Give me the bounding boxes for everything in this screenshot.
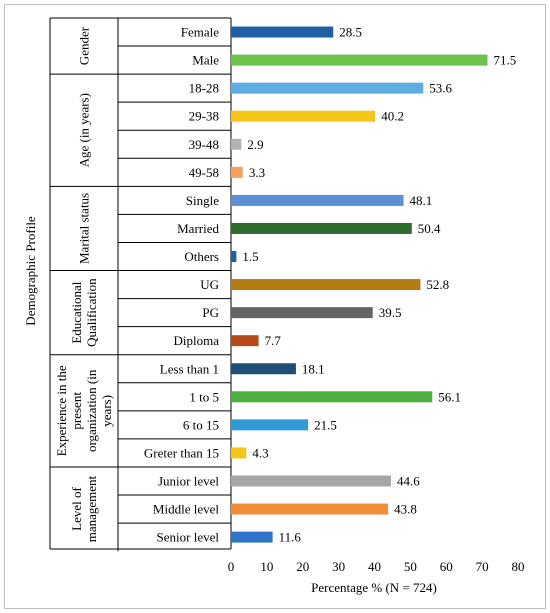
bar [231, 419, 309, 431]
category-label: 29-38 [189, 109, 219, 124]
x-axis-ticks: 0 10 20 30 40 50 60 70 80 [228, 559, 525, 574]
group-label: Experience in thepresentorganization (in… [54, 365, 114, 456]
data-label: 7.7 [265, 333, 282, 348]
bar [231, 251, 237, 263]
bar [231, 335, 259, 347]
group-label: Level ofmanagement [69, 475, 99, 542]
category-label: Senior level [157, 530, 220, 545]
x-axis-label: Percentage % (N = 724) [311, 580, 437, 595]
data-label: 44.6 [397, 473, 420, 488]
bar [231, 503, 389, 515]
chart-border [4, 4, 546, 609]
bar [231, 194, 404, 206]
data-label: 28.5 [339, 25, 362, 40]
group-label-line: Experience in the [54, 365, 69, 456]
group-label-line: Gender [77, 26, 92, 65]
group-label: Marital status [77, 193, 92, 264]
group-label-line: Age (in years) [77, 93, 92, 167]
x-tick-label: 30 [332, 559, 345, 574]
data-label: 52.8 [426, 277, 449, 292]
category-label: Male [192, 53, 219, 68]
data-label: 40.2 [381, 109, 404, 124]
data-label: 53.6 [429, 81, 452, 96]
data-label: 48.1 [410, 193, 433, 208]
data-label: 2.9 [247, 137, 263, 152]
category-label: Married [177, 221, 219, 236]
profile-axis-label: Demographic Profile [23, 216, 38, 326]
bar [231, 222, 412, 234]
category-label: Single [186, 193, 219, 208]
bar [231, 110, 376, 122]
data-label: 1.5 [242, 249, 258, 264]
category-label: 39-48 [189, 137, 219, 152]
data-label: 4.3 [252, 445, 268, 460]
data-label: 18.1 [302, 361, 325, 376]
x-tick-label: 20 [296, 559, 309, 574]
category-label: 6 to 15 [183, 417, 219, 432]
data-label: 3.3 [249, 165, 265, 180]
data-label: 71.5 [494, 53, 517, 68]
bar [231, 475, 392, 487]
data-label: 11.6 [279, 530, 302, 545]
category-label: PG [202, 305, 219, 320]
bar [231, 138, 242, 150]
bar [231, 363, 296, 375]
group-label: EducationalQualification [69, 278, 99, 347]
x-tick-label: 70 [476, 559, 489, 574]
group-label-line: Qualification [84, 278, 99, 347]
category-label: Diploma [174, 333, 220, 348]
group-label-line: years) [99, 395, 114, 427]
bar [231, 391, 433, 403]
category-label: Middle level [153, 502, 219, 517]
chart-structure: Gender Female Male Age (in years) 18-28 29-38… [49, 17, 232, 552]
group-label-line: Educational [69, 281, 84, 343]
group-label-line: Marital status [77, 193, 92, 264]
group-label: Age (in years) [77, 93, 92, 167]
data-label: 50.4 [418, 221, 441, 236]
category-label: UG [200, 277, 219, 292]
data-label: 43.8 [394, 502, 417, 517]
category-label: Junior level [158, 473, 219, 488]
category-label: Others [184, 249, 219, 264]
category-label: 49-58 [189, 165, 219, 180]
category-label: 18-28 [189, 81, 219, 96]
x-tick-label: 50 [404, 559, 417, 574]
group-label-line: Level of [69, 487, 84, 531]
category-label: 1 to 5 [189, 389, 219, 404]
group-label: Gender [77, 26, 92, 65]
x-tick-label: 80 [512, 559, 525, 574]
chart-bars: 28.5 71.5 53.6 40.2 2.9 3.3 48.1 50.4 1.5 52.8 39.… [231, 25, 516, 545]
x-tick-label: 40 [368, 559, 381, 574]
data-label: 21.5 [314, 417, 337, 432]
group-label-line: present [69, 392, 84, 430]
bar [231, 279, 421, 291]
bar [231, 447, 247, 459]
bar [231, 26, 334, 38]
category-label: Less than 1 [160, 361, 219, 376]
x-tick-label: 60 [440, 559, 453, 574]
bar [231, 54, 488, 66]
data-label: 39.5 [379, 305, 402, 320]
bar [231, 166, 243, 178]
x-tick-label: 0 [228, 559, 235, 574]
bar [231, 307, 373, 319]
group-label-line: organization (in [84, 369, 99, 452]
group-label-line: management [84, 475, 99, 542]
x-tick-label: 10 [260, 559, 273, 574]
category-label: Female [181, 25, 219, 40]
bar [231, 82, 424, 94]
category-label: Greter than 15 [144, 445, 219, 460]
bar [231, 531, 273, 543]
data-label: 56.1 [438, 389, 461, 404]
